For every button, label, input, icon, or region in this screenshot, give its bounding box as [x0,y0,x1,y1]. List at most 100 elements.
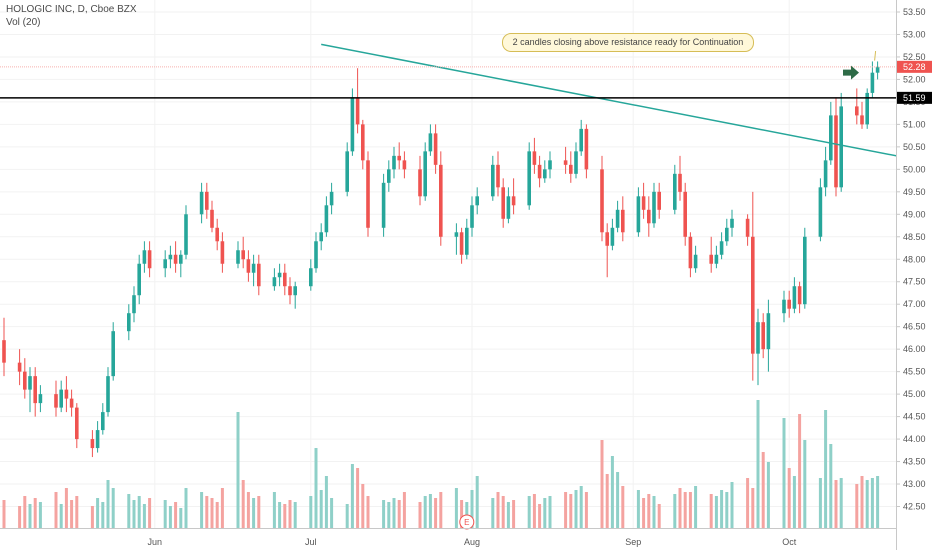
volume-bar [200,492,204,528]
volume-bar [246,492,250,528]
volume-bar [621,486,625,528]
candle-body [719,241,724,255]
earnings-marker-label: E [464,518,469,527]
candlesticks [2,61,880,458]
volume-bar [730,482,734,528]
candle-body [179,254,183,264]
price-tick-label: 48.50 [903,232,926,242]
volume-bar [512,500,516,528]
volume-bar [210,498,214,528]
volume-bar [132,500,136,528]
price-tick-label: 42.50 [903,502,926,512]
candle-body [797,286,802,305]
time-tick-label: Aug [464,537,480,547]
candle-body [210,209,214,228]
candle-body [236,250,240,264]
volume-bar [829,444,833,528]
volume-bar [475,476,479,528]
candle-body [636,196,641,233]
price-tick-label: 47.00 [903,299,926,309]
candle-body [491,164,495,197]
volume-bar [428,494,432,528]
volume-bar [803,440,807,528]
candle-body [314,241,318,269]
candle-body [2,340,6,363]
volume-bar [860,476,864,528]
price-tick-label: 46.50 [903,322,926,332]
volume-bar [382,500,386,528]
price-tick-label: 45.00 [903,389,926,399]
symbol-title: HOLOGIC INC, D, Cboe BZX [6,4,137,15]
volume-bar [657,504,661,528]
volume-bar [647,494,651,528]
candle-body [106,376,110,413]
volume-bar [538,504,542,528]
time-tick-label: Oct [782,537,797,547]
candle-body [673,173,677,210]
candle-body [205,191,209,210]
price-axis-background [896,0,932,550]
candle-body [652,191,656,224]
candle-body [324,205,329,233]
candle-body [766,313,771,350]
candle-body [147,250,152,269]
volume-bar [527,496,531,528]
candle-body [506,196,511,219]
candle-body [537,164,542,179]
candle-body [470,205,474,228]
callout-pointer [874,50,877,61]
candle-body [543,169,547,179]
volume-bar [579,486,583,528]
volume-bar [330,498,334,528]
volume-bar [501,496,505,528]
volume-bar [106,480,110,528]
volume-bar [184,488,188,528]
candle-body [756,322,760,354]
volume-bar [454,488,458,528]
candle-body [621,209,625,233]
candle-body [361,124,365,161]
volume-bar [59,504,63,528]
candle-body [615,209,620,228]
candle-body [350,97,355,152]
price-tick-label: 51.00 [903,119,926,129]
candle-body [293,286,297,296]
volume-bar [18,506,22,528]
price-tick-label: 53.50 [903,7,926,17]
candle-body [101,412,105,431]
volume-bar [865,480,869,528]
volume-bar [236,412,240,528]
volume-bar [818,478,822,528]
volume-bar [839,478,843,528]
volume-bar [605,474,609,528]
candle-body [745,218,750,237]
candle-body [678,173,682,192]
candle-body [433,133,438,165]
volume-bar [870,478,874,528]
volume-bar [543,498,547,528]
volume-bar [418,502,422,528]
volume-bar [824,410,828,528]
volume-bar [278,502,282,528]
annotation-callout[interactable]: 2 candles closing above resistance ready… [502,33,754,52]
candle-body [418,169,422,197]
price-tick-label: 49.50 [903,187,926,197]
volume-bar [101,502,105,528]
volume-bar [876,476,880,528]
time-axis[interactable]: JunJulAugSepOctNovDec2020FebMarApr [0,528,932,548]
volume-bar [756,400,760,528]
volume-bar [23,496,27,528]
volume-bar [324,476,328,528]
volume-bar [54,492,58,528]
volume-bar [694,486,698,528]
candle-body [246,259,251,273]
candle-body [459,232,464,255]
volume-bars [2,400,880,528]
price-axis[interactable]: 53.5053.0052.5052.0051.5051.0050.5050.00… [896,0,932,550]
volume-bar [252,498,256,528]
candle-body [829,115,833,161]
price-tick-label: 47.50 [903,277,926,287]
candle-body [23,371,27,390]
volume-bar [174,502,178,528]
